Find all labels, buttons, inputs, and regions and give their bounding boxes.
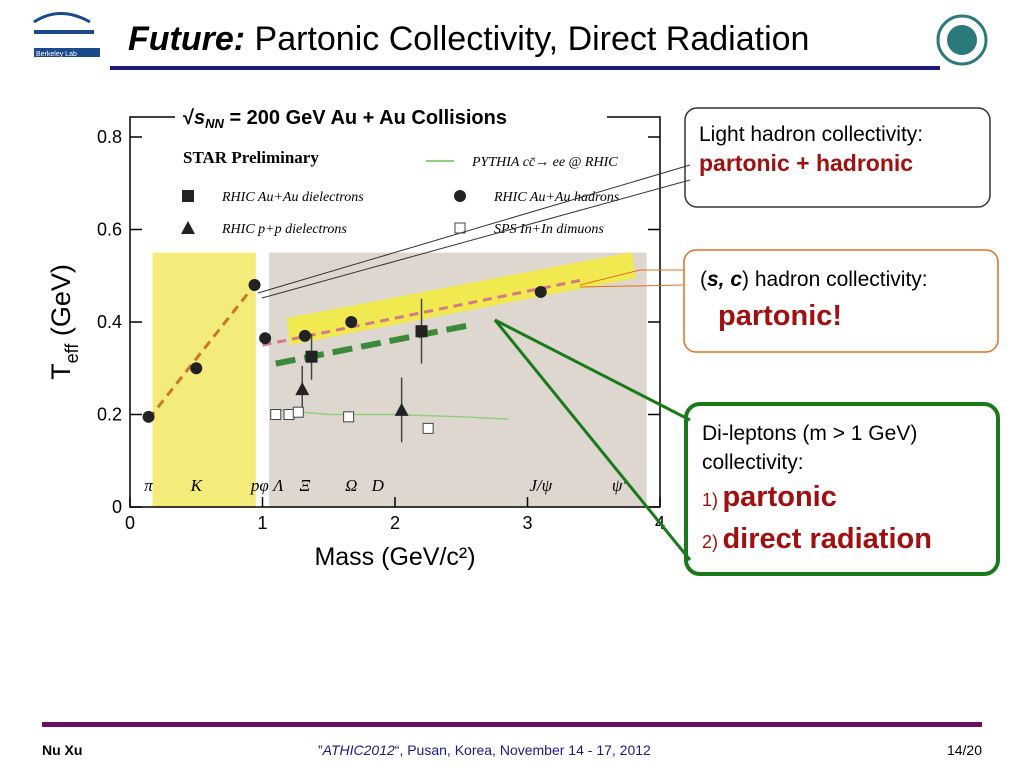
legend-label: SPS In+In dimuons [494,222,604,237]
data-point [415,325,428,338]
callout-emph: partonic + hadronic [699,150,913,176]
x-axis-label: Mass (GeV/c²) [314,543,475,571]
data-point [270,409,282,420]
chart-title: √sNN = 200 GeV Au + Au Collisions [183,107,507,131]
connectors [257,164,692,561]
footer-conference: ”ATHIC2012“, Pusan, Korea, November 14 -… [318,742,651,758]
data-point [534,285,547,298]
callout-3: Di-leptons (m > 1 GeV) collectivity: 1) … [684,402,1000,576]
item-number: 1) [702,490,718,510]
data-point [298,329,311,342]
x-tick-label: 2 [390,513,400,533]
legend-label: RHIC Au+Au hadrons [493,190,620,205]
callout-text: collectivity: [702,451,804,474]
callout-2: (s, c) hadron collectivity: partonic! [683,249,999,353]
text-part: ( [700,268,707,291]
y-tick-label: 0.6 [97,220,122,240]
particle-label: Ξ [299,476,310,495]
y-tick-label: 0 [112,497,122,517]
particle-label: Ω [345,476,357,495]
callout-item: 1) partonic [702,481,837,513]
data-point [305,350,318,363]
legend-swatch [454,190,466,202]
text-part: “, Pusan, Korea, November 14 - 17, 2012 [395,742,651,758]
callout-text: Di-leptons (m > 1 GeV) [702,422,917,445]
legend-label: RHIC Au+Au dielectrons [221,190,364,205]
data-point [142,410,155,423]
title-part: √ [183,107,195,129]
logo-right [936,14,988,66]
data-point [422,422,434,434]
callout-text: (s, c) hadron collectivity: [700,268,928,291]
text-part: ATHIC2012 [322,742,395,758]
label-part: (GeV) [46,264,76,344]
title-bg [175,100,607,130]
x-tick-label: 1 [257,513,267,533]
item-text: partonic [722,481,836,513]
y-tick-label: 0.8 [97,127,122,147]
particle-label: π [144,476,153,495]
callout-text: Light hadron collectivity: [699,123,923,146]
data-point [394,402,409,416]
logo-text: Berkeley Lab [36,51,77,58]
particle-label: ψ' [612,476,627,495]
chart-subtitle: STAR Preliminary [183,148,319,167]
fit-line [147,284,256,421]
data-point [248,279,261,291]
slide-title: Future: Partonic Collectivity, Direct Ra… [128,20,809,58]
y-tick-label: 0.2 [97,405,122,425]
title-part: NN [205,116,224,131]
x-tick-label: 0 [125,513,135,533]
text-part: s, c [707,268,742,291]
data-point [345,316,358,328]
legend-label: PYTHIA cc̄→ ee @ RHIC [471,155,618,170]
text-part: ” [318,742,323,758]
item-text: direct radiation [722,523,932,555]
y-axis-label: Teff (GeV) [46,264,82,380]
title-rule [110,66,940,70]
shaded-region [152,252,256,507]
particle-label: Λ [271,476,284,495]
label-part: T [46,363,76,380]
particle-label: K [190,476,204,495]
legend-swatch [454,222,466,234]
trend-highlight [287,252,636,345]
data-point [292,406,304,418]
callout-1: Light hadron collectivity: partonic + ha… [684,107,991,208]
footer-author: Nu Xu [42,742,82,758]
legend-label: RHIC p+p dielectrons [221,222,347,237]
data-point [343,411,355,423]
label-part: eff [62,343,82,364]
data-point [190,362,203,375]
particle-label: D [371,476,385,495]
title-part: = 200 GeV Au + Au Collisions [224,107,507,129]
particle-label: J/ψ [529,476,552,495]
title-emph: Future: [128,20,245,58]
callout-emph: partonic! [718,300,842,332]
footer-rule [42,722,982,727]
series-line [275,409,508,420]
legend-swatch [182,190,194,202]
x-tick-label: 3 [522,513,532,533]
y-tick-label: 0.4 [97,312,122,332]
data-point [295,382,310,396]
title-rest: Partonic Collectivity, Direct Radiation [255,20,810,58]
fit-line [262,278,581,347]
data-point [283,409,295,420]
callout-item: 2) direct radiation [702,523,932,555]
text-part: ) hadron collectivity: [742,268,928,291]
logo-left: Berkeley Lab [33,12,100,58]
footer-page: 14/20 [947,742,982,758]
title-part: s [194,107,205,129]
data-point [259,332,272,345]
item-number: 2) [702,532,718,552]
particle-label: pφ [250,476,269,495]
legend-swatch [181,221,195,234]
